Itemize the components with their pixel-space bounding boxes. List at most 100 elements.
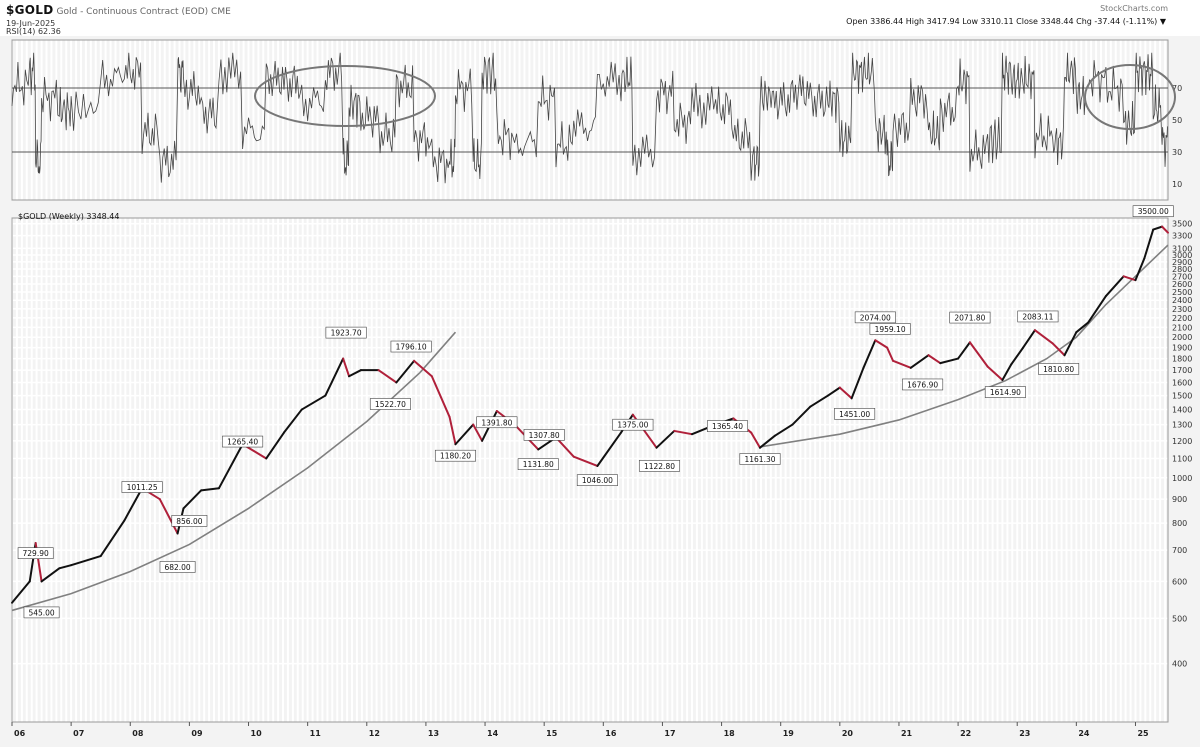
- rsi-axis-label: 70: [1172, 84, 1182, 93]
- annotation-label: 1365.40: [712, 422, 743, 431]
- annotation-box: [869, 323, 911, 335]
- price-segment: [99, 519, 126, 558]
- price-segment: [1134, 257, 1146, 282]
- y-tick-label: 3300: [1172, 232, 1192, 241]
- annotation-label: 1131.80: [523, 460, 554, 469]
- y-tick-label: 2500: [1172, 288, 1192, 297]
- rsi-axis-label: 50: [1172, 116, 1182, 125]
- y-tick-label: 400: [1172, 660, 1187, 669]
- price-segment: [1033, 329, 1054, 345]
- price-segment: [874, 339, 889, 349]
- y-tick-label: 2700: [1172, 272, 1192, 281]
- price-segment: [395, 359, 416, 384]
- annotation-box: [523, 429, 565, 441]
- price-segment: [759, 434, 776, 449]
- rsi-label: RSI(14) 62.36: [6, 27, 61, 36]
- annotation-box: [17, 547, 54, 559]
- trendline-1-extension: [419, 331, 457, 374]
- annotation-label: 1923.70: [331, 329, 362, 338]
- y-tick-label: 2600: [1172, 280, 1192, 289]
- annotation-label: 2074.00: [860, 313, 891, 322]
- price-segment: [348, 369, 362, 378]
- annotation-label: 2071.80: [954, 314, 985, 323]
- x-tick-label: 18: [724, 729, 736, 738]
- price-segment: [70, 555, 102, 567]
- x-tick-label: 21: [901, 729, 913, 738]
- trendline-1: [11, 371, 421, 612]
- price-segment: [123, 487, 144, 522]
- y-tick-label: 1800: [1172, 355, 1192, 364]
- y-tick-label: 900: [1172, 495, 1187, 504]
- annotation-label: 1676.90: [907, 380, 938, 389]
- annotation-box: [390, 340, 432, 353]
- annotation-label: 1375.00: [617, 421, 648, 430]
- price-segment: [750, 431, 761, 449]
- y-tick-label: 3000: [1172, 251, 1192, 260]
- annotation-label: 1307.80: [529, 431, 560, 440]
- annotation-label: 1959.10: [875, 325, 906, 334]
- price-segment: [158, 498, 179, 535]
- price-segment: [1143, 228, 1155, 260]
- x-tick-label: 11: [310, 729, 322, 738]
- annotation-box: [476, 416, 518, 429]
- price-segment: [655, 429, 676, 449]
- price-segment: [1122, 275, 1137, 282]
- price-segment: [448, 415, 457, 446]
- symbol-title: $GOLD Gold - Continuous Contract (EOD) CM…: [6, 3, 231, 17]
- annotation-label: 1180.20: [440, 452, 471, 461]
- price-segment: [1063, 331, 1078, 357]
- x-tick-label: 17: [664, 729, 675, 738]
- x-tick-label: 07: [73, 729, 84, 738]
- price-segment: [265, 431, 285, 460]
- trendline-2: [759, 244, 1169, 448]
- price-segment: [596, 431, 623, 467]
- y-tick-label: 800: [1172, 519, 1187, 528]
- price-segment: [182, 489, 203, 510]
- site-credit: StockCharts.com: [1100, 4, 1168, 13]
- price-segment: [58, 564, 73, 570]
- annotation-box: [434, 449, 476, 462]
- symbol: $GOLD: [6, 3, 54, 17]
- annotation-box: [638, 460, 680, 472]
- annotation-box: [612, 418, 654, 431]
- price-segment: [838, 386, 853, 400]
- price-segment: [300, 394, 327, 411]
- price-segment: [827, 386, 841, 397]
- annotation-label: 856.00: [176, 517, 202, 526]
- price-segment: [986, 365, 1004, 381]
- price-segment: [957, 341, 971, 360]
- chart-header: $GOLD Gold - Continuous Contract (EOD) CM…: [0, 0, 1200, 36]
- annotation-box: [902, 378, 944, 391]
- y-tick-label: 1700: [1172, 366, 1192, 375]
- y-tick-label: 2000: [1172, 333, 1192, 342]
- price-segment: [11, 580, 31, 604]
- y-tick-label: 1600: [1172, 378, 1192, 387]
- price-segment: [673, 429, 693, 436]
- y-tick-label: 1200: [1172, 437, 1192, 446]
- price-segment: [413, 359, 433, 378]
- y-tick-label: 2100: [1172, 323, 1192, 332]
- price-segment: [886, 346, 895, 362]
- x-tick-label: 08: [132, 729, 144, 738]
- annotation-label: 2083.11: [1022, 312, 1053, 321]
- x-tick-label: 06: [14, 729, 26, 738]
- price-segment: [1087, 295, 1107, 324]
- price-segment: [939, 357, 960, 365]
- rsi-axis-label: 10: [1172, 180, 1182, 189]
- price-segment: [927, 354, 942, 365]
- annotation-box: [369, 398, 411, 410]
- y-tick-label: 2900: [1172, 258, 1192, 267]
- annotation-box: [834, 408, 876, 420]
- annotation-label: 1161.30: [744, 455, 775, 464]
- x-tick-label: 09: [191, 729, 203, 738]
- y-tick-label: 3100: [1172, 244, 1192, 253]
- x-tick-label: 19: [783, 729, 795, 738]
- y-tick-label: 1500: [1172, 392, 1192, 401]
- annotation-box: [984, 386, 1026, 398]
- y-tick-label: 2800: [1172, 265, 1192, 274]
- x-tick-label: 22: [960, 729, 971, 738]
- price-segment: [1104, 275, 1125, 298]
- annotation-label: 3500.00: [1138, 207, 1169, 216]
- price-segment: [1051, 342, 1066, 357]
